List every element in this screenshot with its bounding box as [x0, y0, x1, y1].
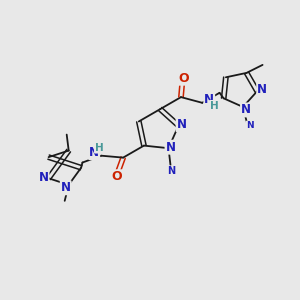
Text: N: N [89, 146, 99, 159]
Text: H: H [95, 143, 103, 153]
Text: O: O [178, 72, 188, 85]
Text: N: N [204, 93, 214, 106]
Text: N: N [246, 122, 254, 130]
Text: N: N [176, 118, 187, 131]
Text: N: N [39, 171, 49, 184]
Text: O: O [111, 170, 122, 183]
Text: N: N [241, 103, 251, 116]
Text: N: N [166, 141, 176, 154]
Text: N: N [167, 166, 175, 176]
Text: N: N [61, 181, 71, 194]
Text: H: H [210, 101, 219, 111]
Text: N: N [257, 83, 267, 96]
